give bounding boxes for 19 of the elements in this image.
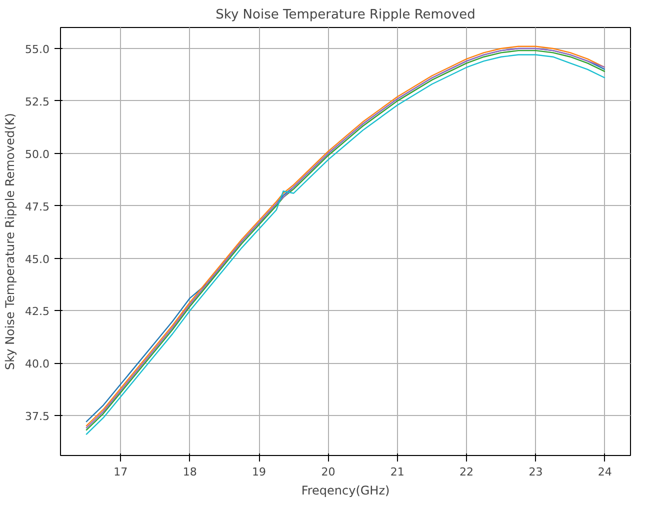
y-tick-label: 37.5 (25, 410, 50, 424)
x-tick-label: 18 (182, 466, 197, 478)
y-tick-label: 52.5 (25, 95, 50, 108)
x-tick-label: 19 (252, 466, 266, 478)
y-tick-label: 55.0 (25, 42, 50, 56)
y-tick-label: 47.5 (25, 200, 50, 214)
x-tick-label: 20 (321, 466, 336, 478)
x-tick-label: 21 (390, 466, 404, 478)
y-tick-label: 42.5 (25, 305, 50, 318)
x-tick-label: 23 (528, 466, 543, 478)
chart-title: Sky Noise Temperature Ripple Removed (216, 8, 476, 22)
x-tick-label: 24 (598, 466, 612, 478)
x-axis-title: Freqency(GHz) (301, 484, 390, 498)
x-tick-label: 22 (460, 466, 474, 478)
y-tick-label: 50.0 (25, 148, 50, 161)
y-axis-title: Sky Noise Temperature Ripple Removed(K) (3, 113, 18, 370)
y-tick-label: 45.0 (25, 252, 50, 266)
y-tick-label: 40.0 (25, 358, 50, 371)
x-tick-label: 17 (114, 466, 128, 478)
